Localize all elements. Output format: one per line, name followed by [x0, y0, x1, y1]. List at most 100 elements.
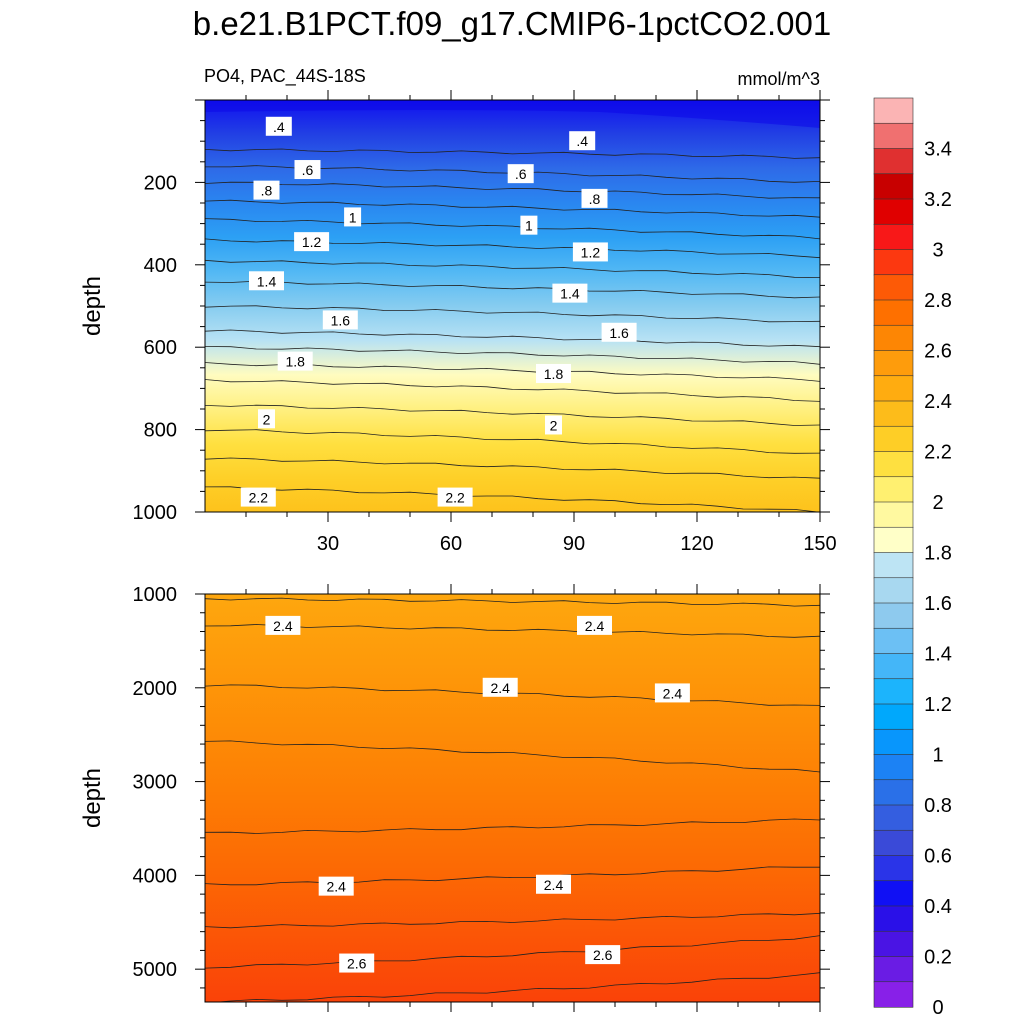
lower-contour-line — [205, 740, 820, 773]
colorbar-swatch — [873, 299, 914, 326]
lower-contour-label-box — [318, 876, 354, 896]
upper-contour-label: .8 — [253, 180, 280, 200]
lower-contour-label: 2.4 — [536, 874, 571, 894]
upper-contour-line — [205, 404, 820, 426]
colorbar-swatch — [873, 350, 914, 377]
upper-contour-label-text: 1.4 — [257, 273, 277, 289]
upper-contour-line — [205, 181, 820, 199]
colorbar-swatch — [873, 956, 914, 983]
lower-contour-label-box — [585, 945, 621, 965]
colorbar-swatch — [873, 249, 914, 276]
upper-contour-labels: .4 .4 .6 .6 .8 .8 1 1 1.2 1.2 1.4 1.4 1.6 1.6 1.8 1.8 2 2… — [240, 116, 637, 507]
lower-y-tick-label: 1000 — [133, 584, 178, 606]
upper-contour-line — [205, 148, 820, 159]
upper-contour-label-text: 2 — [263, 411, 271, 427]
upper-x-tick-label: 60 — [440, 533, 462, 555]
colorbar-swatch — [873, 930, 914, 958]
upper-contour-label-text: 2.2 — [249, 490, 269, 506]
lower-contour-label-text: 2.4 — [273, 618, 293, 634]
colorbar-swatch — [873, 703, 914, 730]
colorbar-label: 0.8 — [924, 795, 952, 817]
figure-title: b.e21.B1PCT.f09_g17.CMIP6-1pctCO2.001 — [193, 5, 831, 42]
lower-panel: 2.4 2.4 2.4 2.4 2.4 2.4 2.6 2.6 1000 2000 3000 400… — [79, 584, 830, 1012]
colorbar-swatch — [873, 981, 914, 1008]
upper-contour-label-text: 2 — [550, 417, 558, 433]
upper-contour-label-box — [253, 180, 280, 200]
upper-contour-label: 1.6 — [601, 322, 637, 342]
upper-contour-label-text: 1.6 — [609, 325, 629, 341]
upper-contour-label-box — [265, 116, 292, 136]
colorbar-swatch — [873, 425, 914, 453]
upper-axis-tick-labels: 30 60 90 120 150 200 400 600 800 1000 — [133, 172, 837, 555]
lower-contour-fill — [205, 594, 820, 1002]
colorbar-label: 1.2 — [924, 694, 952, 716]
upper-contour-label-text: 1 — [525, 218, 533, 234]
lower-plot-frame — [204, 593, 821, 1003]
colorbar-swatch — [873, 602, 914, 629]
lower-contour-line — [214, 972, 820, 1002]
lower-contour-label-box — [482, 677, 518, 697]
lower-contour-line — [205, 912, 820, 929]
lower-contour-label: 2.6 — [339, 953, 375, 973]
upper-contour-label-text: .4 — [576, 133, 588, 149]
colorbar-swatch — [873, 122, 914, 150]
upper-contour-line — [205, 280, 820, 299]
colorbar-label: 2.8 — [924, 290, 952, 312]
lower-contour-label-box — [339, 953, 375, 973]
upper-contour-label: 1 — [344, 207, 362, 227]
colorbar-label: 2.6 — [924, 341, 952, 363]
lower-contour-labels: 2.4 2.4 2.4 2.4 2.4 2.4 2.6 2.6 — [265, 615, 690, 973]
upper-contour-label: .8 — [581, 188, 608, 208]
lower-contour-line — [205, 935, 820, 969]
upper-contour-label-text: 1.8 — [544, 366, 564, 382]
lower-y-tick-label: 2000 — [133, 678, 178, 700]
colorbar-swatch — [873, 198, 914, 225]
upper-contour-label: 1.6 — [322, 310, 358, 330]
colorbar-label: 3 — [932, 240, 943, 262]
colorbar-label: 0 — [932, 997, 943, 1019]
lower-y-tick-label: 5000 — [133, 959, 178, 981]
upper-contour-label: 2.2 — [437, 487, 473, 507]
lower-contour-label-box — [265, 615, 301, 635]
lower-contour-line — [205, 624, 820, 638]
colorbar-swatch — [873, 476, 914, 503]
lower-y-tick-label: 3000 — [133, 772, 178, 794]
upper-contour-label-text: 1.4 — [560, 286, 580, 302]
upper-contour-label-text: 1.2 — [581, 244, 601, 260]
upper-contour-line — [205, 379, 820, 402]
upper-contour-line — [205, 305, 820, 323]
upper-contour-label-box — [322, 310, 358, 330]
upper-contour-label: 2.2 — [240, 487, 276, 507]
subtitle-units: mmol/m^3 — [738, 69, 820, 89]
upper-contour-label: 2 — [545, 415, 562, 435]
lower-contour-label: 2.4 — [577, 615, 612, 635]
upper-contour-label: 1.8 — [277, 351, 313, 371]
lower-contour-label: 2.4 — [654, 683, 690, 703]
upper-contour-label-text: .6 — [515, 166, 527, 182]
upper-contour-line — [205, 259, 820, 278]
upper-contour-label: 1.2 — [572, 242, 608, 262]
colorbar-label: 2.2 — [924, 442, 952, 464]
colorbar-label: 2.4 — [924, 391, 952, 413]
lower-y-axis-label: depth — [79, 768, 106, 828]
lower-contour-label-text: 2.4 — [544, 877, 564, 893]
upper-contour-label: 1.4 — [552, 283, 588, 303]
upper-contour-label: 1 — [520, 215, 538, 235]
colorbar-swatch — [873, 728, 914, 756]
lower-contour-label: 2.4 — [318, 876, 354, 896]
colorbar-label: 0.2 — [924, 947, 952, 969]
upper-contour-label-box — [569, 131, 596, 151]
subtitle-left: PO4, PAC_44S-18S — [204, 66, 366, 87]
colorbar-swatch — [873, 880, 914, 907]
upper-contour-label-box — [294, 160, 321, 180]
colorbar-swatch — [873, 526, 914, 554]
colorbar-swatch — [873, 400, 914, 427]
upper-contour-label-text: 1.2 — [302, 234, 322, 250]
upper-contour-label-text: .4 — [273, 119, 285, 135]
upper-contour-label: .4 — [569, 131, 596, 151]
lower-contour-label-box — [536, 874, 571, 894]
colorbar-swatch — [873, 779, 914, 806]
lower-contour-label: 2.4 — [265, 615, 301, 635]
upper-x-tick-label: 90 — [563, 533, 585, 555]
